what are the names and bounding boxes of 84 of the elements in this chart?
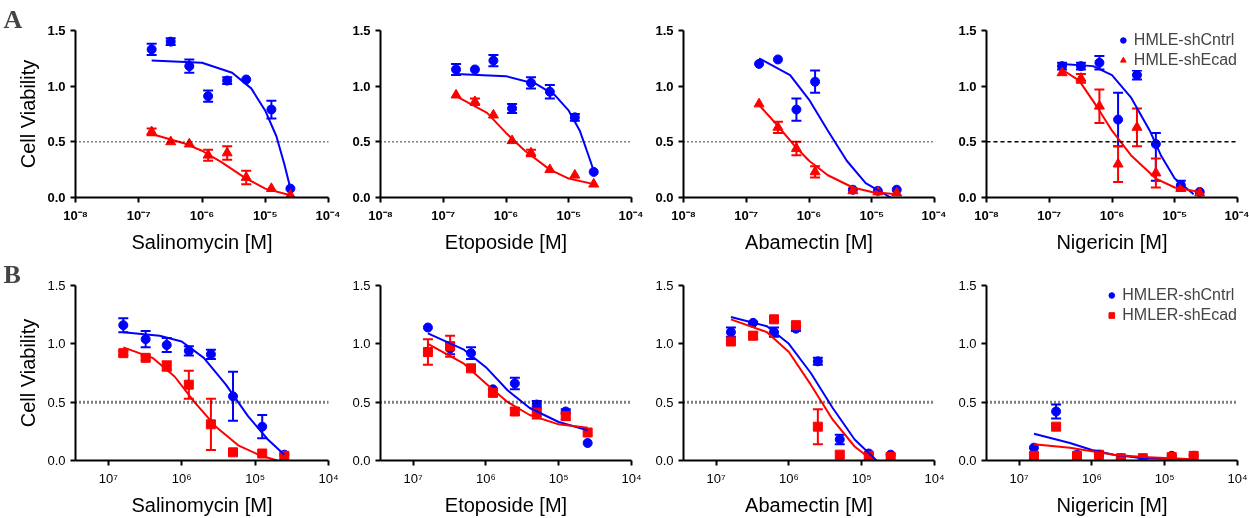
x-tick-label: 10⁶ — [475, 470, 496, 486]
y-tick-label: 1.0 — [655, 336, 674, 352]
y-tick-label: 1.5 — [958, 278, 977, 293]
y-tick-label: 0.0 — [352, 190, 371, 205]
y-tick-label: 1.5 — [47, 278, 66, 293]
x-axis-title: Abamectin [M] — [745, 230, 873, 253]
x-tick-label: 10⁻⁵ — [556, 207, 582, 223]
x-tick-label: 10⁻⁶ — [1099, 207, 1125, 223]
y-tick-label: 1.0 — [47, 336, 66, 352]
y-tick-label: 1.0 — [47, 78, 66, 94]
y-tick-label: 0.5 — [47, 134, 66, 150]
x-axis-title: Nigericin [M] — [1056, 493, 1168, 516]
y-tick-label: 1.5 — [655, 23, 674, 38]
legend-label: HMLE-shCntrl — [1133, 31, 1235, 49]
y-tick-label: 0.5 — [352, 394, 371, 410]
x-tick-label: 10⁻⁸ — [368, 207, 393, 223]
x-tick-label: 10⁻⁷ — [431, 207, 456, 223]
x-tick-label: 10⁻⁴ — [1224, 207, 1249, 223]
text: A — [3, 4, 23, 34]
y-tick-label: 1.0 — [352, 336, 371, 352]
y-tick-label: 0.0 — [655, 190, 674, 205]
x-axis-title: Etoposide [M] — [444, 230, 568, 253]
x-tick-label: 10⁻⁷ — [1037, 207, 1062, 223]
x-tick-label: 10⁻⁴ — [921, 207, 947, 223]
text: B — [3, 259, 21, 289]
y-tick-label: 1.0 — [352, 78, 371, 94]
x-axis-title: Nigericin [M] — [1056, 230, 1168, 253]
y-axis-title: Cell Viability — [17, 318, 40, 428]
x-tick-label: 10⁶ — [171, 470, 192, 486]
y-tick-label: 0.0 — [47, 190, 66, 205]
x-tick-label: 10⁻⁶ — [189, 207, 215, 223]
x-tick-label: 10⁻⁵ — [1162, 207, 1188, 223]
x-tick-label: 10⁻⁷ — [126, 207, 151, 223]
x-tick-label: 10⁻⁴ — [315, 207, 341, 223]
x-tick-label: 10⁻⁷ — [734, 207, 759, 223]
y-tick-label: 0.0 — [958, 453, 977, 468]
x-tick-label: 10⁷ — [1009, 470, 1029, 486]
x-tick-label: 10⁻⁸ — [63, 207, 88, 223]
x-tick-label: 10⁴ — [318, 470, 339, 486]
y-tick-label: 1.0 — [958, 336, 977, 352]
y-tick-label: 0.5 — [958, 134, 977, 150]
y-tick-label: 1.0 — [655, 78, 674, 94]
x-tick-label: 10⁻⁸ — [671, 207, 696, 223]
x-tick-label: 10⁴ — [621, 470, 642, 486]
x-tick-label: 10⁵ — [851, 470, 872, 486]
x-tick-label: 10⁻⁶ — [796, 207, 822, 223]
y-axis-title: Cell Viability — [17, 59, 40, 169]
y-tick-label: 0.5 — [655, 134, 674, 150]
legend-label: HMLE-shEcad — [1133, 51, 1237, 69]
x-tick-label: 10⁵ — [245, 470, 266, 486]
x-tick-label: 10⁵ — [1154, 470, 1175, 486]
y-tick-label: 1.5 — [47, 23, 66, 38]
legend-label: HMLER-shEcad — [1122, 306, 1237, 324]
x-tick-label: 10⁻⁶ — [493, 207, 519, 223]
y-tick-label: 0.5 — [958, 394, 977, 410]
x-tick-label: 10⁻⁸ — [974, 207, 999, 223]
x-tick-label: 10⁷ — [98, 470, 119, 486]
y-tick-label: 0.0 — [47, 453, 66, 468]
y-tick-label: 0.5 — [655, 394, 674, 410]
y-tick-label: 0.5 — [47, 394, 66, 410]
x-tick-label: 10⁷ — [403, 470, 423, 486]
x-tick-label: 10⁻⁴ — [618, 207, 644, 223]
x-axis-title: Etoposide [M] — [444, 493, 568, 516]
y-tick-label: 1.5 — [352, 23, 371, 38]
y-tick-label: 0.5 — [352, 134, 371, 150]
y-tick-label: 1.5 — [655, 278, 674, 293]
y-tick-label: 1.0 — [958, 78, 977, 94]
x-tick-label: 10⁴ — [924, 470, 945, 486]
x-tick-label: 10⁻⁵ — [859, 207, 885, 223]
y-tick-label: 0.0 — [958, 190, 977, 205]
x-tick-label: 10⁶ — [778, 470, 799, 486]
legend-label: HMLER-shCntrl — [1122, 286, 1235, 304]
y-tick-label: 0.0 — [352, 453, 371, 468]
x-tick-label: 10⁻⁵ — [252, 207, 278, 223]
x-tick-label: 10⁷ — [706, 470, 726, 486]
x-axis-title: Salinomycin [M] — [131, 493, 273, 516]
x-axis-title: Abamectin [M] — [745, 493, 873, 516]
y-tick-label: 0.0 — [655, 453, 674, 468]
y-tick-label: 1.5 — [958, 23, 977, 38]
x-axis-title: Salinomycin [M] — [131, 230, 273, 253]
x-tick-label: 10⁶ — [1081, 470, 1102, 486]
x-tick-label: 10⁵ — [548, 470, 569, 486]
y-tick-label: 1.5 — [352, 278, 371, 293]
x-tick-label: 10⁴ — [1227, 470, 1248, 486]
